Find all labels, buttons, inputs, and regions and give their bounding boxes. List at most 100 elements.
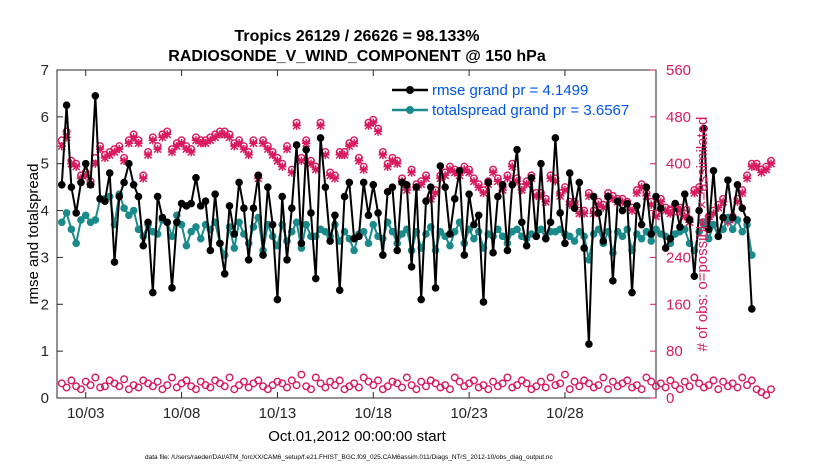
obs-assimilated-point [656,197,665,206]
obs-possible-low-point [671,381,680,390]
rmse-point [513,145,521,154]
rmse-point [62,101,71,109]
obs-assimilated-point [249,139,258,148]
obs-assimilated-point [718,197,728,206]
obs-assimilated-point [62,133,71,142]
rmse-point [556,209,564,217]
rmse-point [81,159,90,168]
obs-assimilated-point [321,150,330,160]
rmse-point [77,178,85,187]
totalspread-point [537,225,545,234]
rmse-point [206,246,215,255]
obs-possible-low-point [484,385,493,394]
obs-possible-low-point [239,377,248,386]
obs-possible-low-point [278,379,287,388]
obs-assimilated-point [766,159,776,168]
obs-assimilated-point [167,147,177,157]
obs-assimilated-point [316,121,325,130]
obs-possible-low-point [91,373,100,382]
obs-assimilated-point [709,209,718,218]
obs-possible-low-point [743,381,752,390]
rmse-point [403,181,411,189]
obs-assimilated-point [115,144,124,154]
totalspread-point [196,234,205,243]
rmse-point [652,192,660,201]
rmse-point [642,183,651,191]
totalspread-point [704,234,713,243]
obs-assimilated-point [177,139,186,148]
rmse-point [211,190,219,198]
obs-possible-low-point [283,383,292,392]
rmse-point [254,171,263,180]
rmse-point [748,305,756,313]
obs-possible-low-point [359,373,368,382]
rmse-point [546,218,555,227]
obs-assimilated-point [762,165,771,174]
totalspread-point [235,218,243,227]
y-left-tick-label: 4 [41,203,49,220]
rmse-point [297,239,306,248]
rmse-point [724,176,732,184]
obs-possible-low-point [450,373,459,382]
obs-assimilated-point [349,139,359,148]
rmse-point [115,192,124,201]
footnote: data file: /Users/raeder/DAI/ATM_forcXX/… [145,454,554,461]
obs-assimilated-point [694,185,704,195]
obs-assimilated-point [752,162,761,171]
obs-assimilated-point [292,121,301,130]
rmse-point [709,166,718,175]
obs-possible-low-point [273,377,282,386]
obs-possible-low-point [690,373,699,382]
obs-assimilated-point [522,180,531,189]
obs-assimilated-point [172,141,181,151]
obs-possible-low-point [632,381,641,390]
y-right-tick-label: 400 [666,156,691,173]
x-tick-label: 10/28 [546,405,584,422]
x-label: Oct.01,2012 00:00:00 start [268,428,446,445]
obs-assimilated-point [460,165,469,174]
rmse-point [264,183,272,191]
rmse-point [230,230,239,238]
obs-assimilated-point [738,188,747,198]
obs-assimilated-point [105,150,114,160]
rmse-point [187,199,195,208]
totalspread-point [700,218,708,227]
y-right-tick-label: 320 [666,203,691,220]
obs-assimilated-point [143,150,153,160]
obs-possible-low-point [134,383,143,392]
obs-assimilated-point [517,185,527,195]
obs-assimilated-point [416,180,426,189]
obs-assimilated-point [546,174,555,183]
obs-possible-low-point [321,383,330,392]
rmse-point [661,244,670,252]
rmse-point [388,183,397,191]
obs-assimilated-point [747,162,757,171]
obs-possible-low-point [402,373,411,382]
obs-assimilated-point [757,168,766,177]
rmse-point [283,255,291,264]
rmse-point [532,232,540,241]
rmse-point [91,91,100,100]
obs-possible-low-point [225,373,234,382]
obs-assimilated-point [651,212,661,221]
rmse-point [719,213,727,222]
obs-assimilated-point [618,197,627,206]
rmse-point [431,284,440,292]
rmse-point [426,183,435,191]
rmse-point [369,181,378,189]
obs-assimilated-point [690,188,699,198]
rmse-point [249,204,258,213]
legend-spread-label: totalspread grand pr = 3.6567 [432,102,629,119]
totalspread-point [498,232,507,241]
totalspread-point [350,246,358,255]
rmse-point [537,159,545,168]
obs-possible-low-point [675,385,684,394]
y-right-tick-label: 240 [666,249,691,266]
obs-assimilated-point [388,156,397,165]
obs-possible-low-point [575,382,584,391]
rmse-point [561,239,569,248]
obs-possible-low-point [100,382,109,391]
obs-possible-low-point [306,385,315,394]
obs-assimilated-point [124,139,134,148]
legend-rmse-label: rmse grand pr = 4.1499 [432,82,588,99]
